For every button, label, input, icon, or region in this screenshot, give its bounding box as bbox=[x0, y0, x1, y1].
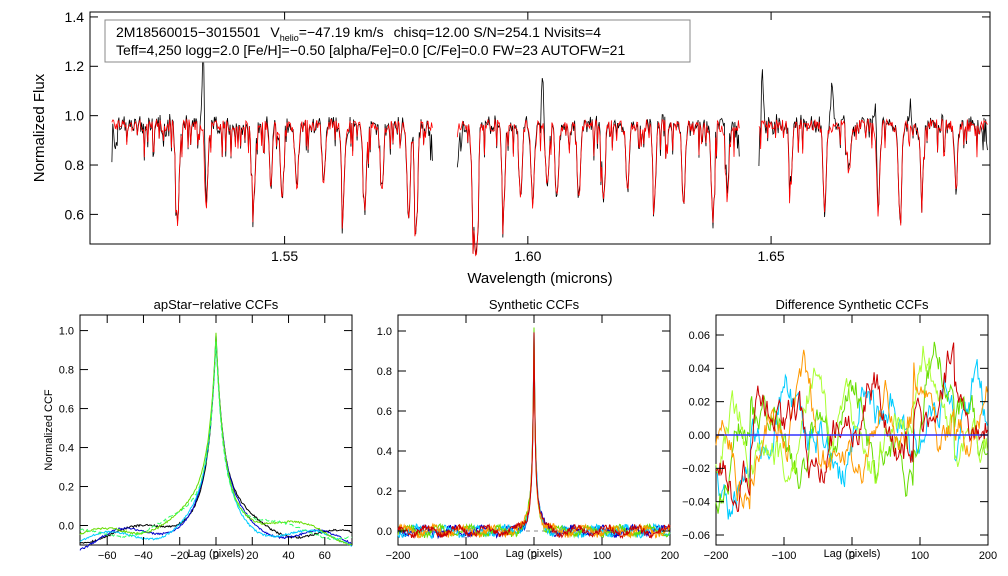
difference-ccf-ytick-label: 0.02 bbox=[689, 397, 710, 409]
apstar-ccf-xtick-label: 40 bbox=[282, 550, 294, 562]
apstar-ccf-title: apStar−relative CCFs bbox=[154, 297, 279, 312]
apstar-ccf-xtick-label: 0 bbox=[213, 550, 219, 562]
difference-ccf-series-line bbox=[715, 345, 988, 490]
spectrum-ytick-label: 1.0 bbox=[65, 108, 85, 124]
spectrum-frame bbox=[89, 11, 991, 245]
synthetic-ccf-series-line bbox=[397, 327, 671, 539]
spectrum-xtick-label: 1.65 bbox=[757, 248, 784, 264]
apstar-ccf-series-line bbox=[79, 338, 353, 544]
spectrum-panel: 1.55 1.60 1.65 0.6 0.8 1.0 1.2 1.4 Wavelength (… bbox=[31, 9, 991, 287]
apstar-ccf-xlabel: Lag (pixels) bbox=[188, 548, 245, 560]
apstar-ccf-xtick-label: −60 bbox=[98, 550, 117, 562]
apstar-ccf-ytick-label: 0.0 bbox=[59, 520, 74, 532]
spectrum-ylabel: Normalized Flux bbox=[31, 73, 48, 182]
synthetic-ccf-xtick-label: −100 bbox=[454, 550, 479, 562]
synthetic-ccf-xtick-label: 0 bbox=[531, 550, 537, 562]
difference-ccf-series-line bbox=[715, 359, 988, 520]
spectrum-ytick-label: 1.2 bbox=[65, 58, 85, 74]
synthetic-ccf-ytick-label: 0.0 bbox=[377, 526, 392, 538]
difference-ccf-plot-area bbox=[715, 341, 988, 520]
difference-ccf-series-line bbox=[715, 349, 988, 510]
synthetic-ccf-xtick-label: −200 bbox=[386, 550, 411, 562]
synthetic-ccf-series-line bbox=[397, 332, 671, 540]
difference-ccf-ytick-label: −0.06 bbox=[682, 530, 710, 542]
difference-ccf-ytick-label: 0.04 bbox=[689, 363, 710, 375]
spectrum-model-line bbox=[111, 118, 433, 237]
synthetic-ccf-ytick-label: 0.8 bbox=[377, 366, 392, 378]
apstar-ccf-xtick-label: −40 bbox=[134, 550, 153, 562]
info-box bbox=[104, 19, 691, 63]
apstar-ccf-ytick-label: 0.2 bbox=[59, 481, 74, 493]
synthetic-ccf-ytick-label: 0.6 bbox=[377, 406, 392, 418]
vhelio-subscript: helio bbox=[280, 33, 299, 43]
difference-ccf-series-line bbox=[715, 341, 988, 514]
synthetic-ccf-ytick-label: 0.4 bbox=[377, 446, 392, 458]
difference-ccf-axes: −200 −100 0 100 200 −0.06 −0.04 −0.02 0.00 0.02 0.… bbox=[682, 315, 997, 562]
apstar-ccf-series-line bbox=[79, 341, 353, 541]
info-line-1: 2M18560015−3015501 Vhelio=−47.19 km/s chis… bbox=[116, 24, 601, 43]
spectrum-model-line bbox=[456, 118, 740, 257]
difference-ccf-xlabel: Lag (pixels) bbox=[824, 548, 881, 560]
difference-ccf-ytick-label: −0.04 bbox=[682, 497, 710, 509]
apstar-ccf-plot-area bbox=[79, 332, 353, 551]
apstar-ccf-axes: −60 −40 −20 0 20 40 60 0.0 0.2 0.4 0.6 0.8 1.0 bbox=[59, 315, 352, 562]
difference-ccf-series-line bbox=[715, 342, 988, 513]
apstar-ccf-panel: −60 −40 −20 0 20 40 60 0.0 0.2 0.4 0.6 0.8 1.0 apSta… bbox=[43, 297, 353, 562]
spectrum-xtick-label: 1.60 bbox=[514, 248, 541, 264]
difference-ccf-panel: −200 −100 0 100 200 −0.06 −0.04 −0.02 0.00 0.02 0.… bbox=[682, 297, 997, 562]
apstar-ccf-ytick-label: 0.4 bbox=[59, 442, 74, 454]
spectrum-ytick-label: 1.4 bbox=[65, 9, 85, 25]
apstar-ccf-xtick-label: 60 bbox=[319, 550, 331, 562]
synthetic-ccf-ytick-label: 0.2 bbox=[377, 486, 392, 498]
apstar-ccf-xtick-label: −20 bbox=[170, 550, 189, 562]
difference-ccf-xtick-label: 0 bbox=[849, 550, 855, 562]
apstar-ccf-ytick-label: 1.0 bbox=[59, 325, 74, 337]
spectrum-xtick-label: 1.55 bbox=[271, 248, 298, 264]
difference-ccf-ytick-label: 0.00 bbox=[689, 430, 710, 442]
spectrum-observed-line bbox=[456, 77, 740, 255]
apstar-ccf-series-line bbox=[79, 335, 353, 551]
difference-ccf-xtick-label: −100 bbox=[772, 550, 797, 562]
spectrum-model-line bbox=[758, 118, 988, 226]
fit-stats: chisq=12.00 S/N=254.1 Nvisits=4 bbox=[394, 24, 602, 40]
apstar-ccf-ytick-label: 0.6 bbox=[59, 403, 74, 415]
difference-ccf-xtick-label: 100 bbox=[911, 550, 929, 562]
synthetic-ccf-xtick-label: 100 bbox=[593, 550, 611, 562]
synthetic-ccf-xtick-label: 200 bbox=[661, 550, 679, 562]
spectrum-plot-area bbox=[111, 42, 988, 257]
synthetic-ccf-ytick-label: 1.0 bbox=[377, 326, 392, 338]
synthetic-ccf-xlabel: Lag (pixels) bbox=[506, 548, 563, 560]
apstar-ccf-series-line bbox=[79, 336, 353, 547]
apstar-ccf-ylabel: Normalized CCF bbox=[43, 389, 55, 471]
spectrum-ytick-label: 0.6 bbox=[65, 206, 85, 222]
vhelio-symbol: V bbox=[270, 24, 280, 40]
apstar-ccf-ytick-label: 0.8 bbox=[59, 364, 74, 376]
difference-ccf-ytick-label: 0.06 bbox=[689, 330, 710, 342]
info-line-2: Teff=4,250 logg=2.0 [Fe/H]=−0.50 [alpha/… bbox=[116, 42, 625, 58]
spectrum-ytick-label: 0.8 bbox=[65, 157, 85, 173]
difference-ccf-xtick-label: −200 bbox=[704, 550, 729, 562]
synthetic-ccf-title: Synthetic CCFs bbox=[489, 297, 580, 312]
synthetic-ccf-panel: −200 −100 0 100 200 0.0 0.2 0.4 0.6 0.8 1.0 Synthe… bbox=[377, 297, 679, 562]
spectrum-xlabel: Wavelength (microns) bbox=[467, 270, 612, 287]
difference-ccf-title: Difference Synthetic CCFs bbox=[776, 297, 929, 312]
difference-ccf-xtick-label: 200 bbox=[979, 550, 997, 562]
vhelio-value: =−47.19 km/s bbox=[299, 24, 384, 40]
apstar-ccf-xtick-label: 20 bbox=[246, 550, 258, 562]
synthetic-ccf-plot-area bbox=[397, 327, 671, 540]
spectrum-axes: 1.55 1.60 1.65 0.6 0.8 1.0 1.2 1.4 bbox=[65, 9, 990, 264]
difference-ccf-ytick-label: −0.02 bbox=[682, 463, 710, 475]
apstar-ccf-series-line bbox=[79, 332, 353, 546]
star-id: 2M18560015−3015501 bbox=[116, 24, 261, 40]
synthetic-ccf-axes: −200 −100 0 100 200 0.0 0.2 0.4 0.6 0.8 1.0 bbox=[377, 315, 679, 562]
